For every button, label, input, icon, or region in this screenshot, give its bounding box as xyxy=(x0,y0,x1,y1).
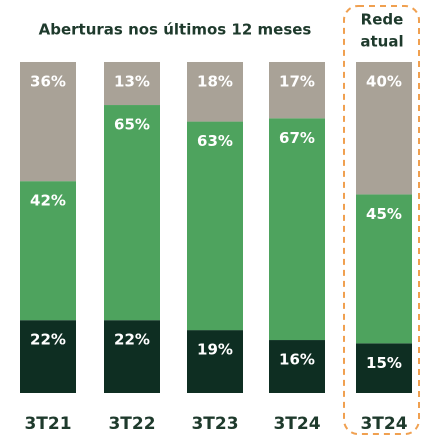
highlight-box xyxy=(343,5,420,435)
bar-segment xyxy=(20,320,76,393)
value-label: 45% xyxy=(366,205,402,223)
chart-title: Aberturas nos últimos 12 meses xyxy=(39,21,312,39)
value-label: 18% xyxy=(197,73,233,91)
value-label: 42% xyxy=(30,192,66,210)
x-tick-label: 3T24 xyxy=(360,414,407,434)
bar-segment xyxy=(104,105,160,321)
bar-segment xyxy=(104,320,160,393)
annotation: atual xyxy=(360,33,403,51)
value-label: 67% xyxy=(279,129,315,147)
x-tick-label: 3T22 xyxy=(108,414,155,434)
value-label: 13% xyxy=(114,73,150,91)
value-label: 17% xyxy=(279,73,315,91)
x-tick-label: 3T23 xyxy=(191,414,238,434)
value-label: 22% xyxy=(30,331,66,349)
bar-segment xyxy=(269,340,325,393)
bar-segment xyxy=(356,343,412,393)
bar-segment xyxy=(104,62,160,106)
bar-segment xyxy=(269,118,325,341)
value-label: 19% xyxy=(197,341,233,359)
value-label: 36% xyxy=(30,73,66,91)
bar-segment xyxy=(20,181,76,321)
x-tick-label: 3T21 xyxy=(24,414,71,434)
bar-segment xyxy=(187,121,243,331)
value-label: 65% xyxy=(114,116,150,134)
value-label: 22% xyxy=(114,331,150,349)
annotation: Rede xyxy=(361,11,404,29)
bar-segment xyxy=(356,62,412,195)
value-label: 40% xyxy=(366,73,402,91)
bar-segment xyxy=(269,62,325,119)
value-label: 15% xyxy=(366,354,402,372)
value-label: 16% xyxy=(279,351,315,369)
bar-segment xyxy=(187,330,243,393)
bar-segment xyxy=(187,62,243,122)
bar-segment xyxy=(356,194,412,344)
x-tick-label: 3T24 xyxy=(273,414,320,434)
value-label: 63% xyxy=(197,132,233,150)
bar-segment xyxy=(20,62,76,182)
